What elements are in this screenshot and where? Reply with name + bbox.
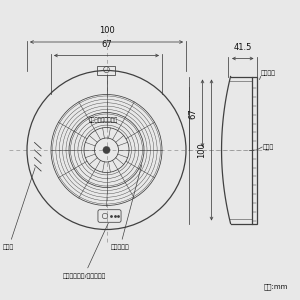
Text: 100: 100 [197,142,206,158]
Circle shape [103,146,110,154]
Text: 取付板: 取付板 [262,144,274,150]
Text: テストボタン/動作表示灯: テストボタン/動作表示灯 [62,223,108,279]
Text: 100: 100 [99,26,114,35]
Text: ＜自動試験機能付＞: ＜自動試験機能付＞ [89,117,118,123]
Text: 警報器本体: 警報器本体 [111,165,142,250]
Text: 単位:mm: 単位:mm [264,283,288,290]
Bar [98,66,116,75]
Bar [252,76,256,224]
Text: 音響孔: 音響孔 [3,168,35,250]
Text: 67: 67 [101,40,112,49]
Text: 滑り止め: 滑り止め [261,71,276,76]
Text: 41.5: 41.5 [234,43,252,52]
Text: 67: 67 [188,108,197,119]
